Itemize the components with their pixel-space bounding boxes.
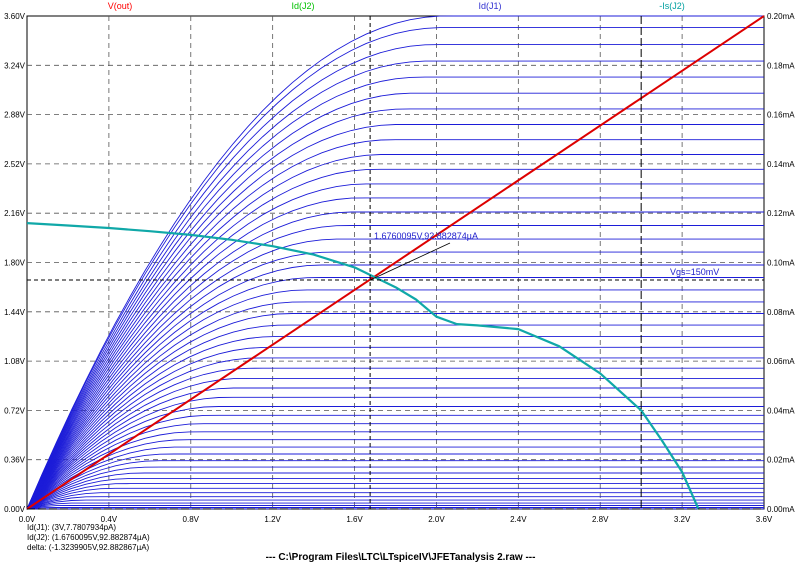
y-left-tick-label: 1.44V (4, 308, 26, 317)
x-tick-label: 1.2V (264, 515, 281, 524)
y-right-tick-label: 0.20mA (767, 12, 795, 21)
id-j1-curve (26, 124, 764, 510)
id-j1-curve (26, 92, 764, 510)
y-right-tick-label: 0.12mA (767, 209, 795, 218)
x-tick-label: 2.8V (592, 515, 609, 524)
id-j1-curve (26, 168, 764, 510)
id-j1-curve (26, 492, 764, 510)
y-left-tick-label: 3.24V (4, 61, 26, 70)
id-j1-curve (26, 453, 764, 510)
y-right-tick-label: 0.18mA (767, 61, 795, 70)
y-right-tick-label: 0.16mA (767, 111, 795, 120)
x-tick-label: 3.2V (674, 515, 691, 524)
id-j1-curve (26, 477, 764, 510)
y-right-tick-label: 0.02mA (767, 456, 795, 465)
id-j1-curve (26, 396, 764, 510)
id-j1-curve (26, 301, 764, 510)
cursor-point-label: 1.6760095V,92.882874µA (374, 231, 478, 241)
x-tick-label: 0.8V (183, 515, 200, 524)
y-right-tick-label: 0.06mA (767, 357, 795, 366)
y-right-tick-label: 0.14mA (767, 160, 795, 169)
y-left-tick-label: 1.08V (4, 357, 26, 366)
is-j2-line (26, 222, 700, 510)
readout-id-j1: Id(J1): (3V,7.7807934pA) (27, 523, 117, 532)
id-j1-curve (26, 502, 764, 510)
id-j1-curve (26, 439, 764, 510)
id-j1-curve (26, 313, 764, 510)
x-tick-label: 3.6V (756, 515, 773, 524)
readout-id-j2: Id(J2): (1.6760095V,92.882874µA) (27, 533, 150, 542)
id-j1-curve (26, 387, 764, 510)
id-j1-curve (26, 357, 764, 510)
legend-entry: -Is(J2) (659, 1, 685, 11)
raw-file-path: --- C:\Program Files\LTC\LTspiceIV\JFETa… (265, 552, 536, 563)
id-j1-curve (26, 431, 764, 510)
y-left-tick-label: 2.88V (4, 111, 26, 120)
y-right-tick-label: 0.00mA (767, 505, 795, 514)
y-right-tick-label: 0.04mA (767, 406, 795, 415)
id-j1-curve (26, 335, 764, 510)
tick-labels: 0.0V 0.4V 0.8V 1.2V 1.6V 2.0V 2.4V 2.8V 3.2V 3.6V… (4, 12, 795, 524)
id-j1-curve (26, 289, 764, 510)
legend-entry: Id(J2) (291, 1, 314, 11)
x-tick-label: 1.6V (346, 515, 363, 524)
id-j1-curve (26, 211, 764, 510)
y-left-tick-label: 0.00V (4, 505, 26, 514)
id-j1-curve (26, 377, 764, 510)
x-tick-label: 2.4V (510, 515, 527, 524)
y-left-tick-label: 1.80V (4, 259, 26, 268)
y-left-tick-label: 2.16V (4, 209, 26, 218)
y-right-tick-label: 0.08mA (767, 308, 795, 317)
x-tick-label: 0.0V (19, 515, 36, 524)
y-left-tick-label: 3.60V (4, 12, 26, 21)
x-tick-label: 2.0V (428, 515, 445, 524)
id-j1-curve (26, 277, 764, 510)
legend: V(out) Id(J2) Id(J1) -Is(J2) (108, 1, 685, 11)
id-j1-curve (26, 324, 764, 510)
vgs-label: Vgs=150mV (670, 267, 719, 277)
cursors (27, 16, 764, 510)
y-left-tick-label: 2.52V (4, 160, 26, 169)
y-right-tick-label: 0.10mA (767, 259, 795, 268)
legend-entry: Id(J1) (478, 1, 501, 11)
id-j1-curve (26, 487, 764, 510)
y-left-tick-label: 0.36V (4, 456, 26, 465)
y-left-tick-label: 0.72V (4, 406, 26, 415)
id-j1-curve (26, 423, 764, 510)
id-j1-curve (26, 60, 764, 510)
legend-entry: V(out) (108, 1, 133, 11)
annotations: 1.6760095V,92.882874µA Vgs=150mV (369, 231, 719, 281)
id-j1-curve (26, 406, 764, 510)
readout-delta: delta: (-1.3239905V,92.882867µA) (27, 543, 150, 552)
cursor-label-leader (369, 242, 451, 281)
x-tick-label: 0.4V (101, 515, 118, 524)
id-j1-curve (26, 76, 764, 510)
